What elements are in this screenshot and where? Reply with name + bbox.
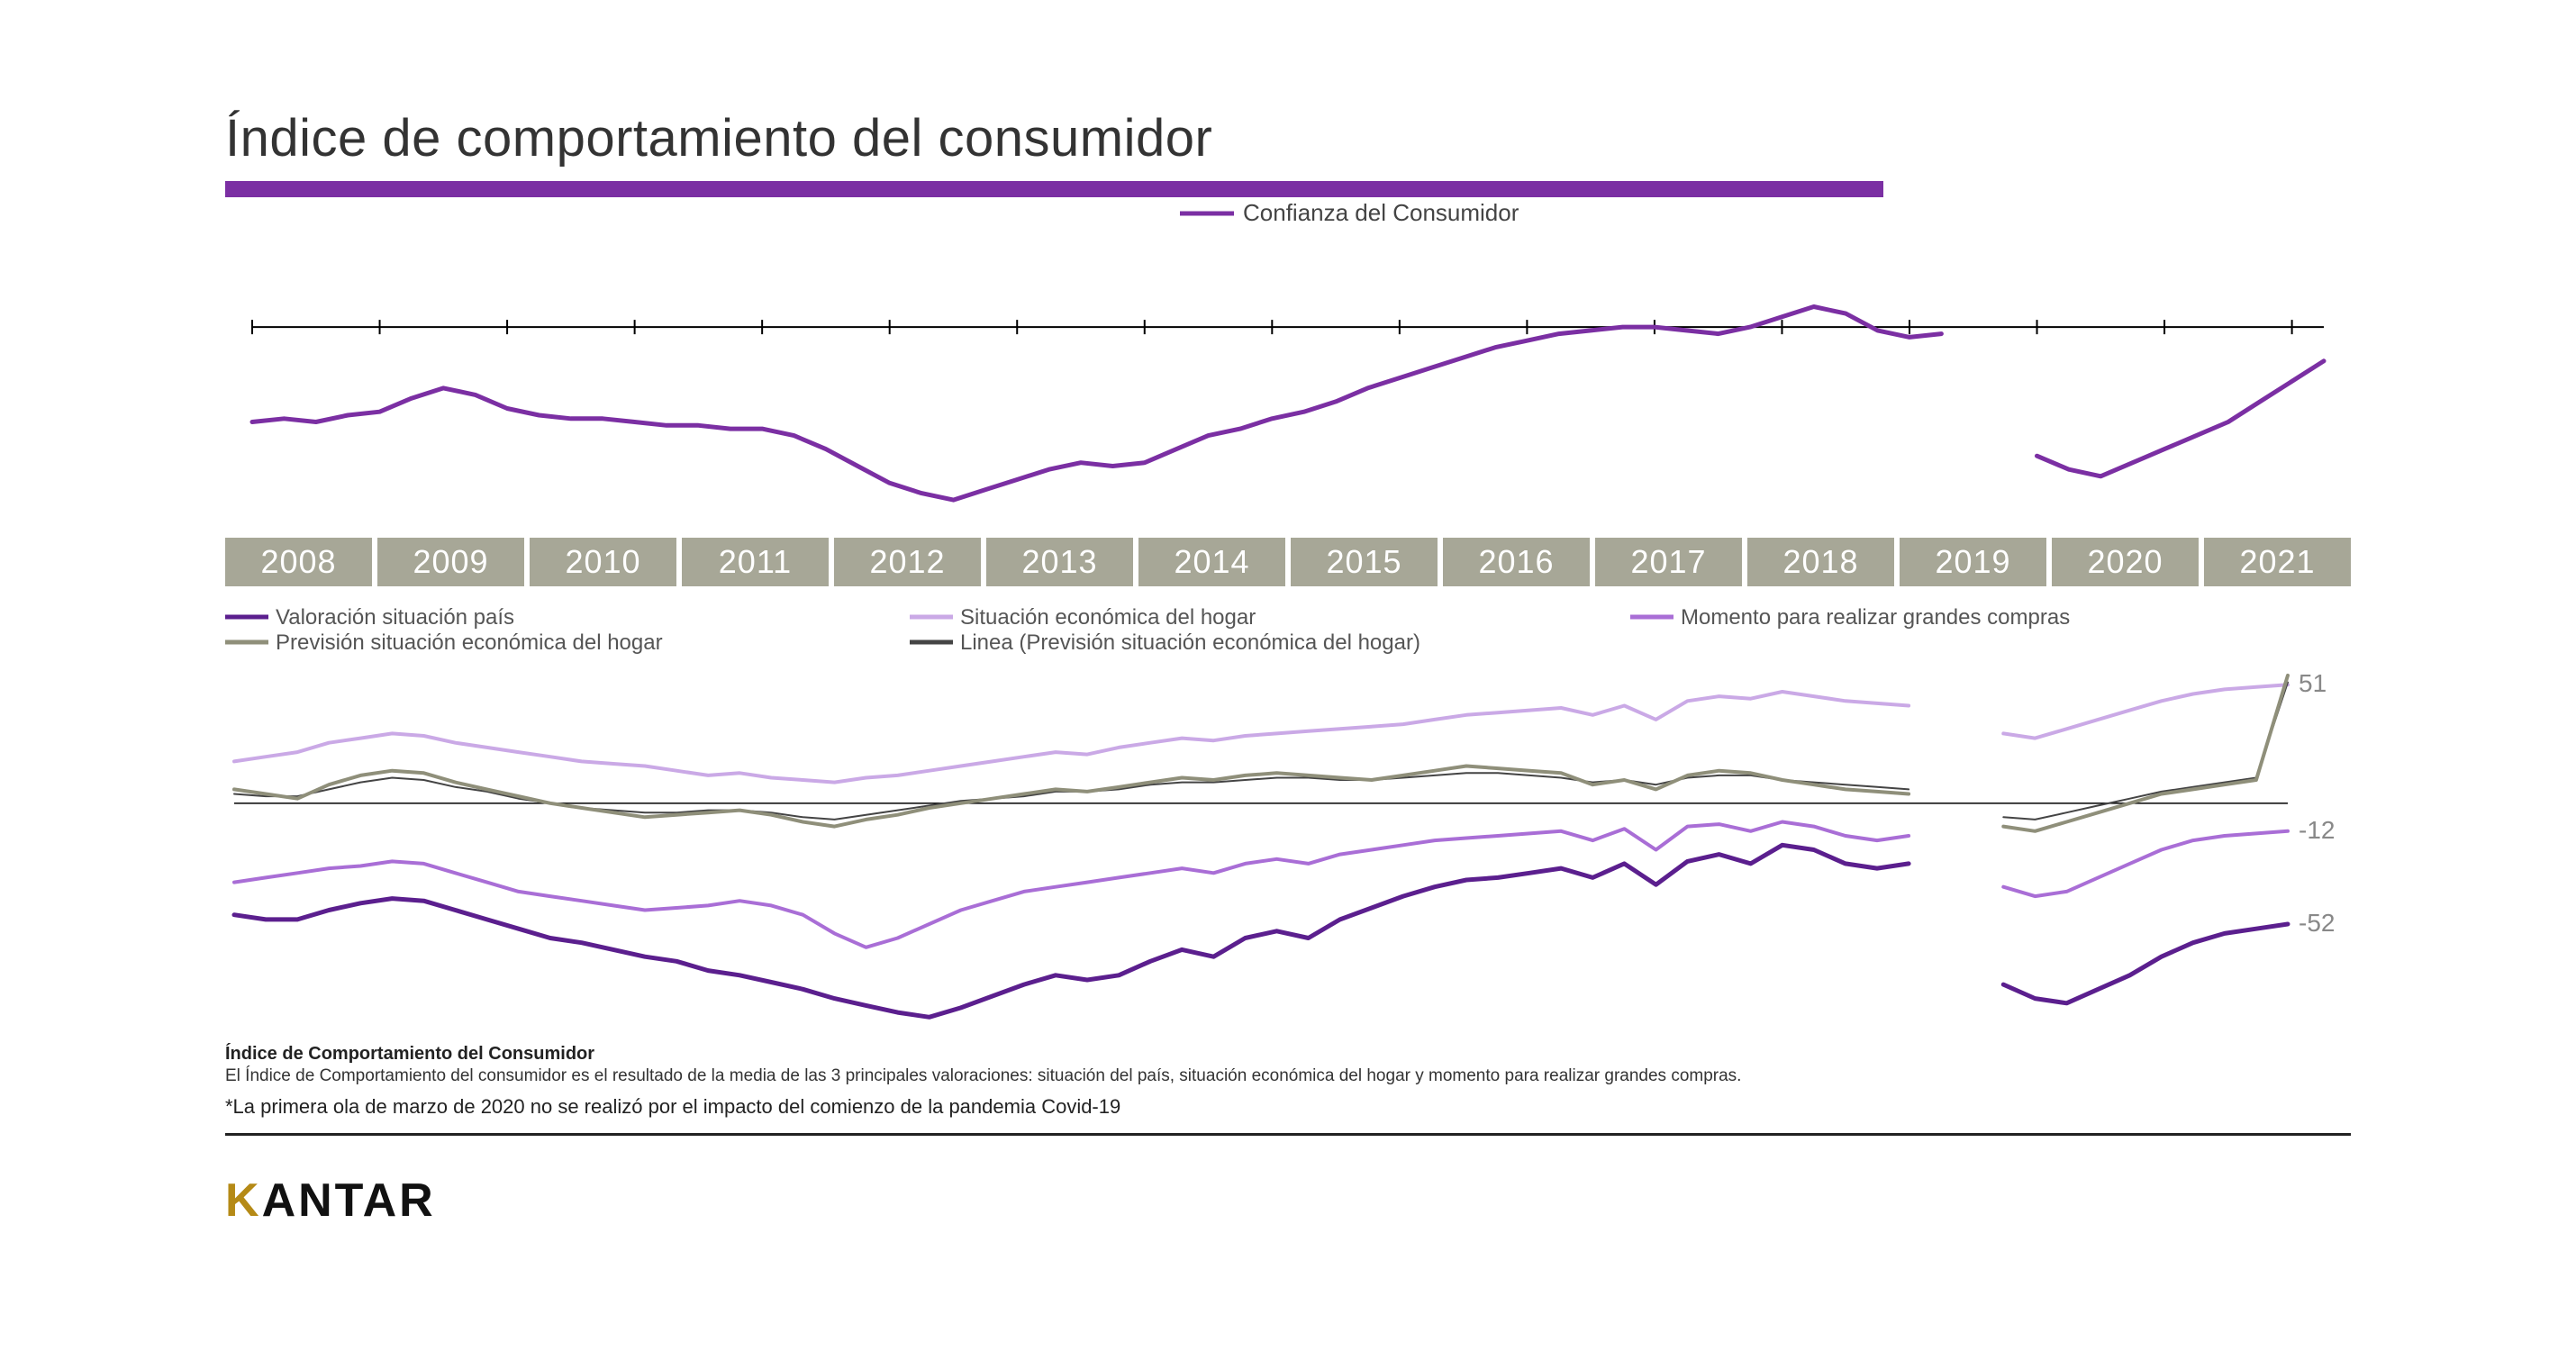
consumer-confidence-chart: Confianza del Consumidor [225,197,2351,530]
year-label: 2018 [1747,538,1894,586]
series-line [234,845,2288,1017]
year-label: 2015 [1291,538,1438,586]
year-label: 2009 [377,538,524,586]
confidence-line [252,307,2324,501]
year-axis-band: 2008200920102011201220132014201520162017… [225,538,2351,586]
footnote-note: *La primera ola de marzo de 2020 no se r… [225,1095,2351,1136]
components-chart: Valoración situación país Situación econó… [225,601,2351,1024]
year-label: 2014 [1138,538,1285,586]
year-label: 2008 [225,538,372,586]
series-line [234,675,2288,831]
year-label: 2016 [1443,538,1590,586]
logo-rest: ANTAR [262,1174,436,1227]
chart2-legend-label: Previsión situación económica del hogar [276,630,663,655]
series-end-label: -12 [2299,816,2335,844]
year-label: 2020 [2052,538,2199,586]
footnote-title: Índice de Comportamiento del Consumidor [225,1044,2351,1065]
year-label: 2017 [1595,538,1742,586]
year-label: 2010 [530,538,676,586]
footnote-block: Índice de Comportamiento del Consumidor … [225,1044,2351,1136]
series-line [234,685,2288,782]
title-underline-bar [225,181,1883,197]
chart2-legend-label: Situación económica del hogar [960,605,1256,630]
series-line [234,822,2288,947]
series-end-label: -52 [2299,909,2335,937]
chart2-legend-label: Linea (Previsión situación económica del… [960,630,1420,655]
year-label: 2013 [986,538,1133,586]
chart2-legend-label: Momento para realizar grandes compras [1681,605,2070,630]
series-end-label: 51 [2299,669,2327,697]
chart1-legend-label: Confianza del Consumidor [1243,199,1519,226]
year-label: 2019 [1900,538,2046,586]
kantar-logo: KANTAR [225,1174,2351,1228]
series-line [234,683,2288,820]
year-label: 2021 [2204,538,2351,586]
year-label: 2011 [682,538,829,586]
year-label: 2012 [834,538,981,586]
logo-accent: K [225,1174,262,1227]
chart2-legend-label: Valoración situación país [276,605,514,630]
page-title: Índice de comportamiento del consumidor [225,108,2351,168]
footnote-body: El Índice de Comportamiento del consumid… [225,1066,2351,1086]
